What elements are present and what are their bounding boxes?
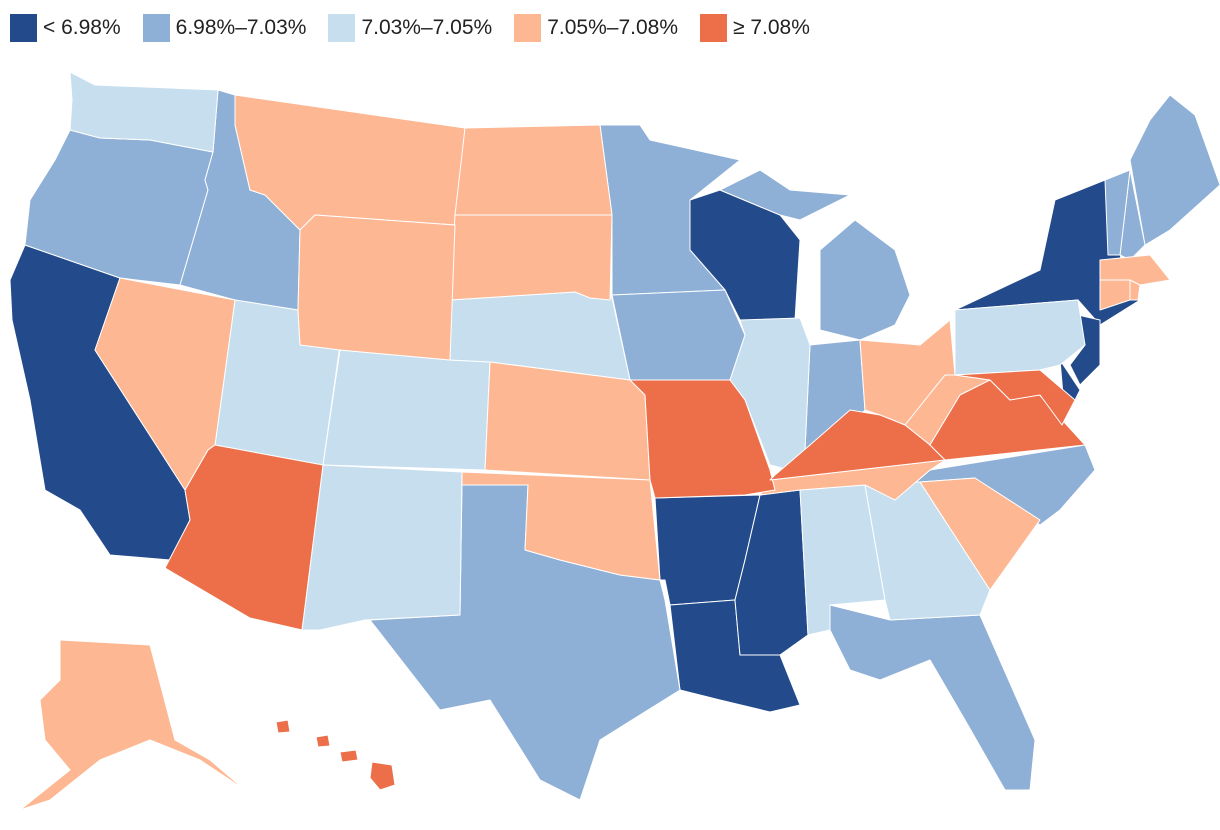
legend-label: 7.05%–7.08% bbox=[547, 16, 678, 39]
state-tn bbox=[759, 459, 946, 501]
state-il bbox=[729, 317, 811, 471]
state-sc bbox=[919, 477, 1041, 591]
legend-item-bin-0: < 6.98% bbox=[10, 14, 121, 42]
legend-label: < 6.98% bbox=[43, 16, 121, 39]
state-mi bbox=[719, 169, 911, 341]
state-wa bbox=[69, 71, 219, 153]
state-pa bbox=[954, 299, 1086, 376]
state-me bbox=[1129, 94, 1220, 246]
legend: < 6.98% 6.98%–7.03% 7.03%–7.05% 7.05%–7.… bbox=[10, 14, 832, 42]
legend-label: 7.03%–7.05% bbox=[361, 16, 493, 39]
state-fl bbox=[829, 604, 1036, 791]
legend-swatch bbox=[142, 14, 170, 42]
legend-swatch bbox=[328, 14, 356, 42]
state-sd bbox=[449, 214, 613, 301]
legend-item-bin-4: ≥ 7.08% bbox=[700, 14, 810, 42]
state-ak bbox=[19, 639, 246, 811]
state-ia bbox=[611, 289, 746, 381]
state-nm bbox=[301, 464, 463, 631]
state-ks bbox=[484, 361, 651, 481]
state-ri bbox=[1129, 279, 1141, 301]
legend-swatch bbox=[514, 14, 542, 42]
legend-swatch bbox=[10, 14, 37, 42]
legend-item-bin-3: 7.05%–7.08% bbox=[514, 14, 678, 42]
legend-item-bin-1: 6.98%–7.03% bbox=[142, 14, 307, 42]
state-co bbox=[322, 349, 491, 471]
legend-swatch bbox=[700, 14, 727, 42]
state-ky bbox=[769, 409, 946, 481]
state-mo bbox=[629, 379, 776, 499]
state-md bbox=[954, 369, 1076, 426]
legend-label: 6.98%–7.03% bbox=[175, 16, 307, 39]
state-hi bbox=[275, 719, 396, 791]
state-mn bbox=[599, 124, 741, 296]
legend-item-bin-2: 7.03%–7.05% bbox=[328, 14, 492, 42]
state-az bbox=[164, 444, 324, 631]
state-ma bbox=[1099, 254, 1171, 286]
state-nd bbox=[454, 124, 613, 216]
state-wy bbox=[297, 214, 456, 361]
state-ok bbox=[461, 471, 661, 581]
legend-label: ≥ 7.08% bbox=[733, 16, 810, 39]
state-vt bbox=[1104, 169, 1131, 256]
